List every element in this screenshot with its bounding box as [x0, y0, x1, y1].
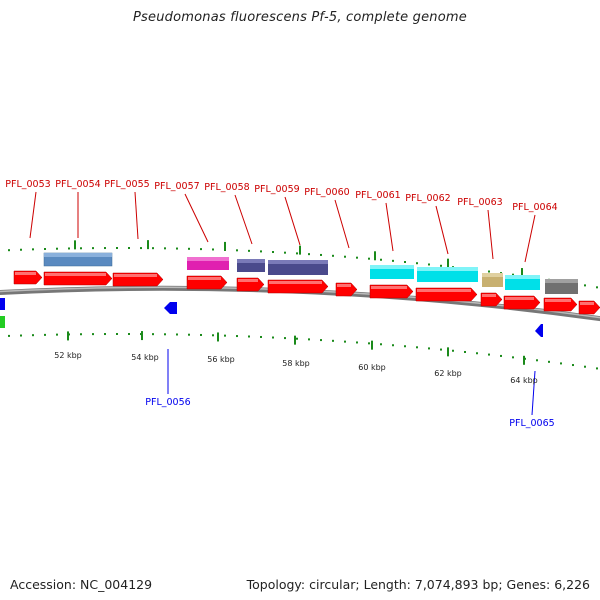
map-title: Pseudomonas fluorescens Pf-5, complete g…	[133, 10, 467, 25]
scale-label: 62 kbp	[434, 369, 462, 378]
leader-line	[524, 214, 536, 263]
gene-label-PFL_0061[interactable]: PFL_0061	[355, 190, 400, 201]
gene-label-PFL_0055[interactable]: PFL_0055	[104, 179, 149, 190]
leader-line	[334, 199, 350, 249]
gene-label-PFL_0064[interactable]: PFL_0064	[512, 202, 557, 213]
scale-label: 64 kbp	[510, 376, 538, 385]
scale-label: 60 kbp	[358, 363, 386, 372]
gene-label-PFL_0062[interactable]: PFL_0062	[405, 193, 450, 204]
leader-line	[487, 209, 494, 260]
gene-label-PFL_0059[interactable]: PFL_0059	[254, 184, 299, 195]
gene-label-PFL_0060[interactable]: PFL_0060	[304, 187, 349, 198]
gene-label-PFL_0054[interactable]: PFL_0054	[55, 179, 100, 190]
leader-line	[435, 205, 449, 255]
scale-label: 54 kbp	[131, 353, 159, 362]
gene-label-PFL_0056[interactable]: PFL_0056	[145, 397, 190, 408]
leader-line	[385, 202, 394, 252]
reverse-features	[0, 298, 543, 337]
feature-track	[43, 252, 578, 294]
scale-label: 58 kbp	[282, 359, 310, 368]
genome-summary-text: Topology: circular; Length: 7,074,893 bp…	[246, 577, 590, 592]
left-edge-blue-feature[interactable]	[0, 298, 5, 310]
gene-label-PFL_0053[interactable]: PFL_0053	[5, 179, 50, 190]
reverse-arrow-PFL_0065[interactable]	[535, 324, 543, 337]
cds-track	[13, 270, 600, 315]
leader-line	[531, 370, 536, 416]
scale-label: 52 kbp	[54, 351, 82, 360]
leader-line	[29, 191, 37, 239]
left-edge-green-feature[interactable]	[0, 316, 5, 328]
leader-line	[184, 193, 209, 243]
accession-text: Accession: NC_004129	[10, 577, 153, 592]
leader-line	[234, 194, 253, 245]
gene-label-PFL_0058[interactable]: PFL_0058	[204, 182, 249, 193]
gene-label-PFL_0065[interactable]: PFL_0065	[509, 418, 554, 429]
scale-label: 56 kbp	[207, 355, 235, 364]
gene-label-PFL_0057[interactable]: PFL_0057	[154, 181, 199, 192]
leader-line	[284, 196, 301, 246]
reverse-arrow-PFL_0056[interactable]	[164, 302, 177, 314]
gene-label-PFL_0063[interactable]: PFL_0063	[457, 197, 502, 208]
leader-line	[134, 191, 139, 240]
inner-tick-ring	[8, 331, 598, 370]
